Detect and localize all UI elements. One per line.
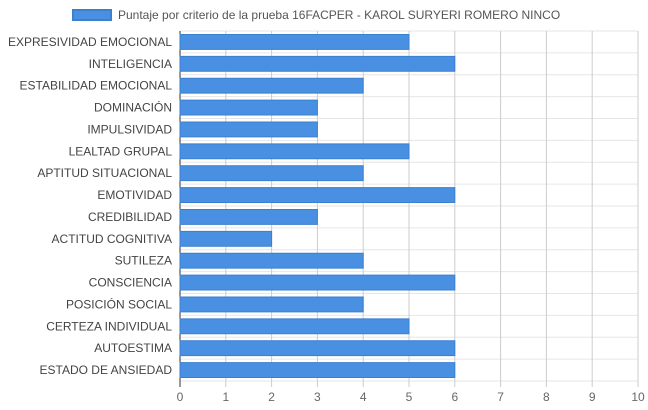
bar[interactable] [179,99,318,116]
bar[interactable] [179,34,410,50]
bar[interactable] [179,318,410,335]
category-label: APTITUD SITUACIONAL [37,166,172,180]
bar[interactable] [179,55,456,72]
bar[interactable] [179,121,318,138]
x-tick-label: 5 [406,390,413,404]
bar[interactable] [179,230,273,247]
category-label: SUTILEZA [115,254,172,268]
bar[interactable] [179,187,456,203]
category-label: IMPULSIVIDAD [87,122,172,136]
bar[interactable] [179,340,456,357]
x-tick-label: 8 [543,390,550,404]
category-label: CONSCIENCIA [89,276,172,290]
bars [179,34,456,378]
bar[interactable] [179,252,364,269]
category-label: EMOTIVIDAD [97,188,172,202]
bar[interactable] [179,77,364,94]
category-label: CERTEZA INDIVIDUAL [46,319,172,333]
category-label: ACTITUD COGNITIVA [52,232,172,246]
category-label: CREDIBILIDAD [88,210,172,224]
bar[interactable] [179,274,456,291]
category-label: ESTABILIDAD EMOCIONAL [20,79,173,93]
legend-swatch [72,9,112,21]
x-tick-label: 2 [268,390,275,404]
chart-legend[interactable]: Puntaje por criterio de la prueba 16FACP… [72,6,560,24]
x-tick-label: 9 [589,390,596,404]
category-label: LEALTAD GRUPAL [69,144,173,158]
bar[interactable] [179,296,364,313]
x-tick-label: 3 [314,390,321,404]
x-tick-labels: 0 1 2 3 4 5 6 7 8 9 10 [177,390,645,404]
bar[interactable] [179,209,318,225]
x-tick-label: 6 [451,390,458,404]
category-label: DOMINACIÓN [94,100,172,115]
category-labels: EXPRESIVIDAD EMOCIONAL INTELIGENCIA ESTABI… [8,35,172,377]
x-tick-label: 1 [222,390,229,404]
x-tick-label: 10 [631,390,645,404]
category-label: AUTOESTIMA [94,341,172,355]
category-label: POSICIÓN SOCIAL [66,296,172,311]
x-tick-label: 4 [360,390,367,404]
category-label: INTELIGENCIA [89,57,172,71]
category-label: EXPRESIVIDAD EMOCIONAL [8,35,172,49]
category-label: ESTADO DE ANSIEDAD [40,363,173,377]
x-tick-label: 0 [177,390,184,404]
bar[interactable] [179,143,410,160]
bar[interactable] [179,362,456,378]
bar[interactable] [179,165,364,182]
legend-label: Puntaje por criterio de la prueba 16FACP… [118,8,561,22]
x-tick-label: 7 [497,390,504,404]
